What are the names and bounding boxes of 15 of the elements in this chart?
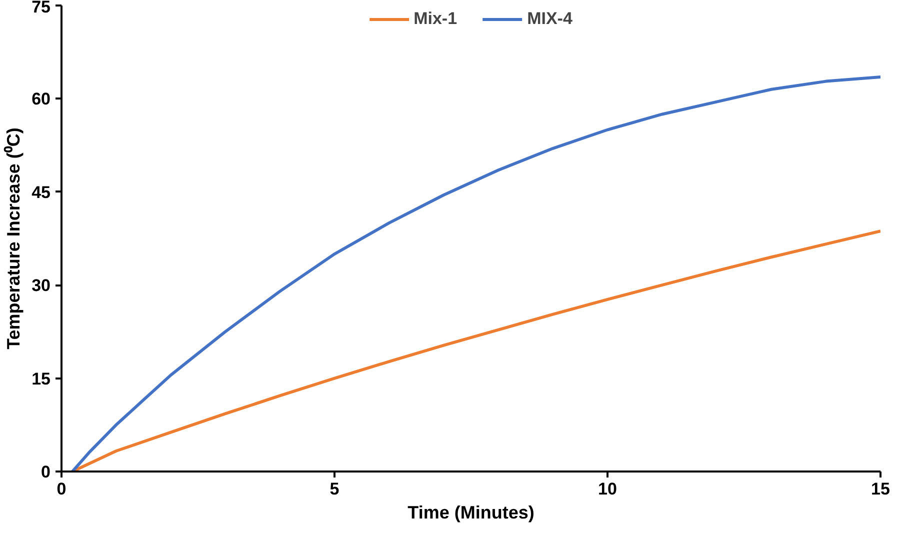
legend-label: MIX-4 <box>527 9 572 29</box>
legend-label: Mix-1 <box>414 9 458 29</box>
y-tick-label: 0 <box>41 462 51 482</box>
y-tick-label: 60 <box>32 90 51 109</box>
y-axis-title: Temperature Increase (⁰C) <box>4 128 24 350</box>
y-tick-label: 45 <box>32 182 51 202</box>
y-tick-label: 75 <box>32 0 51 16</box>
x-tick-label: 5 <box>330 480 340 498</box>
x-tick-label: 0 <box>56 480 66 498</box>
line-series <box>70 75 880 472</box>
x-tick-label: 15 <box>871 480 890 498</box>
x-tick-label: 10 <box>598 480 617 498</box>
y-tick-label: 30 <box>32 276 51 296</box>
x-axis-title: Time (Minutes) <box>408 502 534 522</box>
y-tick-label: 15 <box>32 369 51 388</box>
